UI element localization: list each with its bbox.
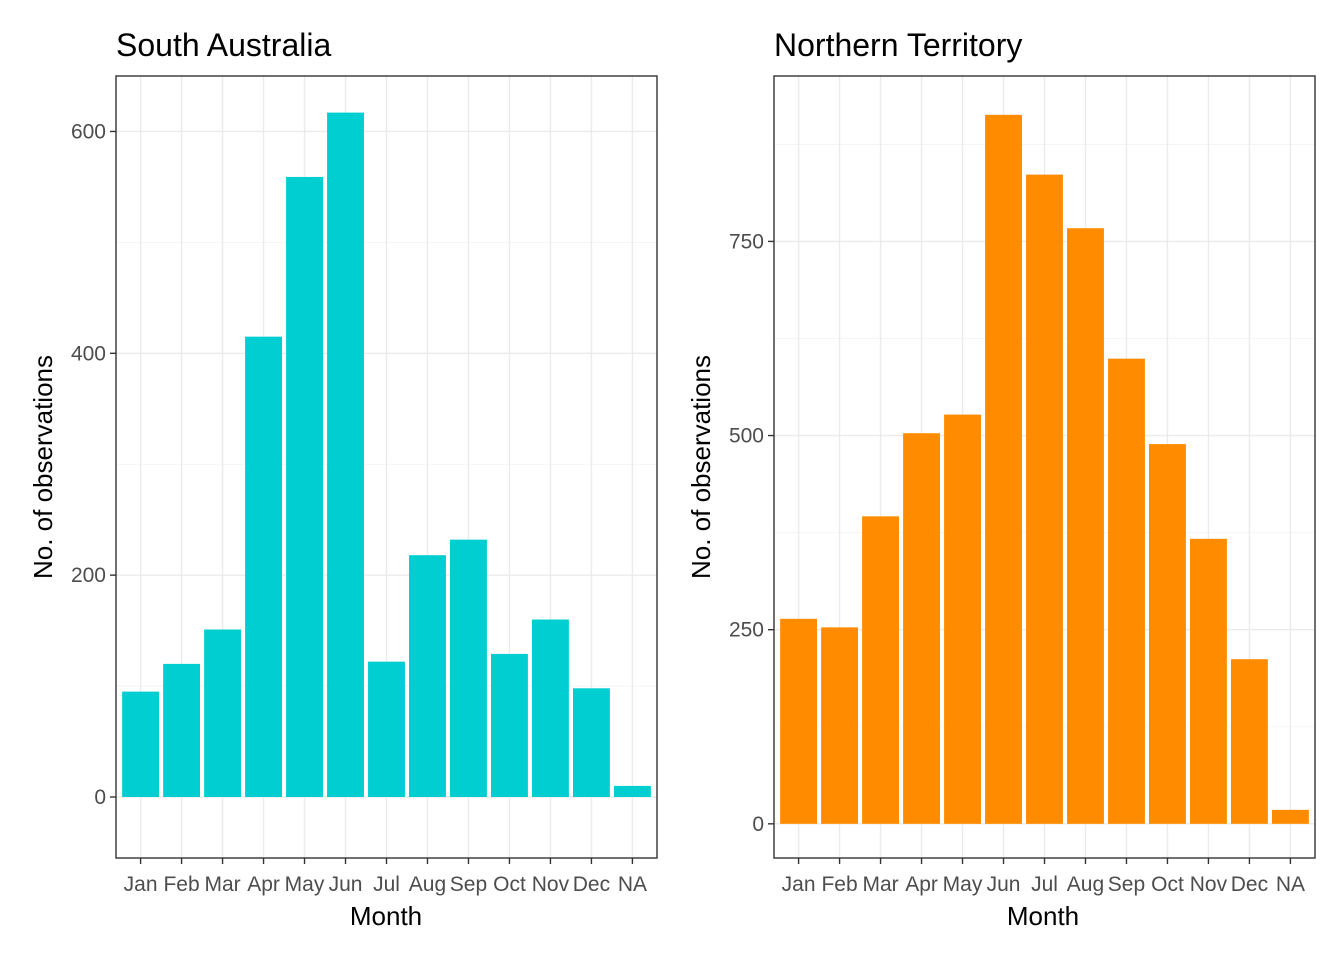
panel-northern-territory: 0 250 500 750 Jan Feb Mar Apr May Jun Jul Aug Sep Oct… — [686, 27, 1316, 931]
x-tick-label: Dec — [573, 873, 610, 896]
x-tick-label: Jan — [124, 873, 158, 896]
y-tick-label: 200 — [71, 564, 106, 587]
bar-dec — [1230, 659, 1268, 824]
y-tick-label: 0 — [94, 786, 106, 809]
chart-title: Northern Territory — [774, 27, 1022, 63]
y-tick-label: 400 — [71, 342, 106, 365]
bar-jul — [368, 661, 405, 797]
x-axis-title: Month — [350, 901, 422, 931]
bar-may — [286, 176, 323, 797]
y-tick-label: 750 — [729, 230, 764, 253]
y-axis-title: No. of observations — [28, 355, 58, 579]
x-tick-label: Feb — [821, 873, 857, 896]
bar-feb — [163, 663, 201, 797]
bar-oct — [491, 653, 528, 797]
bar-mar — [204, 629, 242, 797]
x-tick-label: Oct — [1151, 873, 1184, 896]
bar-apr — [903, 433, 940, 824]
x-tick-label: Nov — [1190, 873, 1228, 896]
x-axis-title: Month — [1007, 901, 1079, 931]
x-tick-label: Nov — [532, 873, 570, 896]
bar-sep — [450, 539, 487, 797]
x-tick-label: May — [285, 873, 325, 896]
y-tick-label: 0 — [752, 813, 764, 836]
x-tick-label: Aug — [1067, 873, 1104, 896]
bar-mar — [862, 516, 900, 824]
bar-na — [1271, 809, 1309, 824]
x-tick-label: Sep — [450, 873, 487, 896]
x-tick-label: Mar — [204, 873, 240, 896]
x-tick-label: Apr — [247, 873, 280, 896]
x-tick-label: Aug — [409, 873, 446, 896]
x-tick-label: Jun — [329, 873, 363, 896]
chart-title: South Australia — [116, 27, 331, 63]
bar-apr — [245, 336, 282, 797]
x-tick-label: Apr — [905, 873, 938, 896]
bar-jun — [327, 112, 364, 797]
bar-oct — [1149, 444, 1186, 824]
x-tick-label: NA — [1276, 873, 1305, 896]
y-tick-label: 250 — [729, 619, 764, 642]
y-axis-title: No. of observations — [686, 355, 716, 579]
x-tick-label: Jan — [782, 873, 816, 896]
bar-may — [944, 414, 981, 824]
plot-area: 0 200 400 600 Jan Feb Mar Apr May Jun Jul Aug Sep Oct… — [71, 75, 658, 896]
x-tick-label: May — [943, 873, 983, 896]
x-tick-label: Sep — [1108, 873, 1145, 896]
y-tick-label: 500 — [729, 425, 764, 448]
bar-jul — [1026, 174, 1063, 824]
bar-feb — [821, 627, 859, 824]
x-tick-label: Jul — [373, 873, 400, 896]
x-tick-label: Jul — [1031, 873, 1058, 896]
bar-jan — [780, 618, 818, 824]
bar-aug — [1067, 228, 1104, 824]
y-tick-label: 600 — [71, 120, 106, 143]
x-tick-label: Mar — [862, 873, 898, 896]
bar-dec — [572, 688, 610, 797]
panel-south-australia: 0 200 400 600 Jan Feb Mar Apr May Jun Jul Aug Sep Oct… — [28, 27, 658, 931]
bar-na — [613, 785, 651, 797]
x-tick-label: Dec — [1231, 873, 1268, 896]
x-tick-label: Feb — [163, 873, 199, 896]
x-tick-label: NA — [618, 873, 647, 896]
bar-aug — [409, 555, 446, 797]
bar-nov — [1189, 538, 1227, 824]
plot-area: 0 250 500 750 Jan Feb Mar Apr May Jun Jul Aug Sep Oct… — [729, 75, 1316, 896]
bar-nov — [531, 619, 569, 797]
x-tick-label: Jun — [987, 873, 1021, 896]
bar-jun — [985, 114, 1022, 824]
bar-sep — [1108, 358, 1145, 824]
x-tick-label: Oct — [493, 873, 526, 896]
bar-jan — [122, 691, 160, 797]
